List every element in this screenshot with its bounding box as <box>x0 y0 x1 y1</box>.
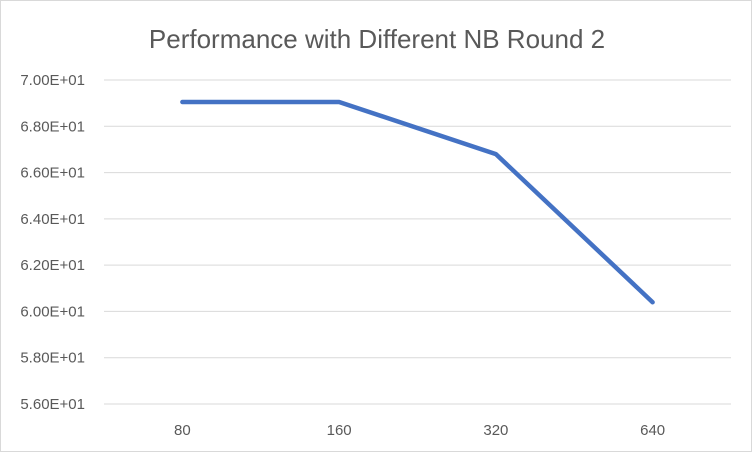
x-tick-label: 640 <box>640 422 665 439</box>
y-axis-tick-labels: 7.00E+01 6.80E+01 6.60E+01 6.40E+01 6.20E+01… <box>20 72 85 413</box>
y-tick-label: 6.40E+01 <box>20 211 85 228</box>
x-axis-tick-labels: 80 160 320 640 <box>174 422 665 439</box>
x-tick-label: 160 <box>327 422 352 439</box>
y-tick-label: 5.60E+01 <box>20 396 85 413</box>
series-line <box>180 99 655 305</box>
y-tick-label: 6.00E+01 <box>20 303 85 320</box>
x-tick-label: 80 <box>174 422 191 439</box>
y-tick-label: 5.80E+01 <box>20 350 85 367</box>
y-tick-label: 6.60E+01 <box>20 165 85 182</box>
x-tick-label: 320 <box>483 422 508 439</box>
y-tick-label: 6.80E+01 <box>20 118 85 135</box>
chart-title: Performance with Different NB Round 2 <box>149 24 605 54</box>
y-tick-label: 6.20E+01 <box>20 257 85 274</box>
y-tick-label: 7.00E+01 <box>20 72 85 89</box>
series-layer <box>180 99 655 305</box>
gridlines <box>104 79 731 405</box>
